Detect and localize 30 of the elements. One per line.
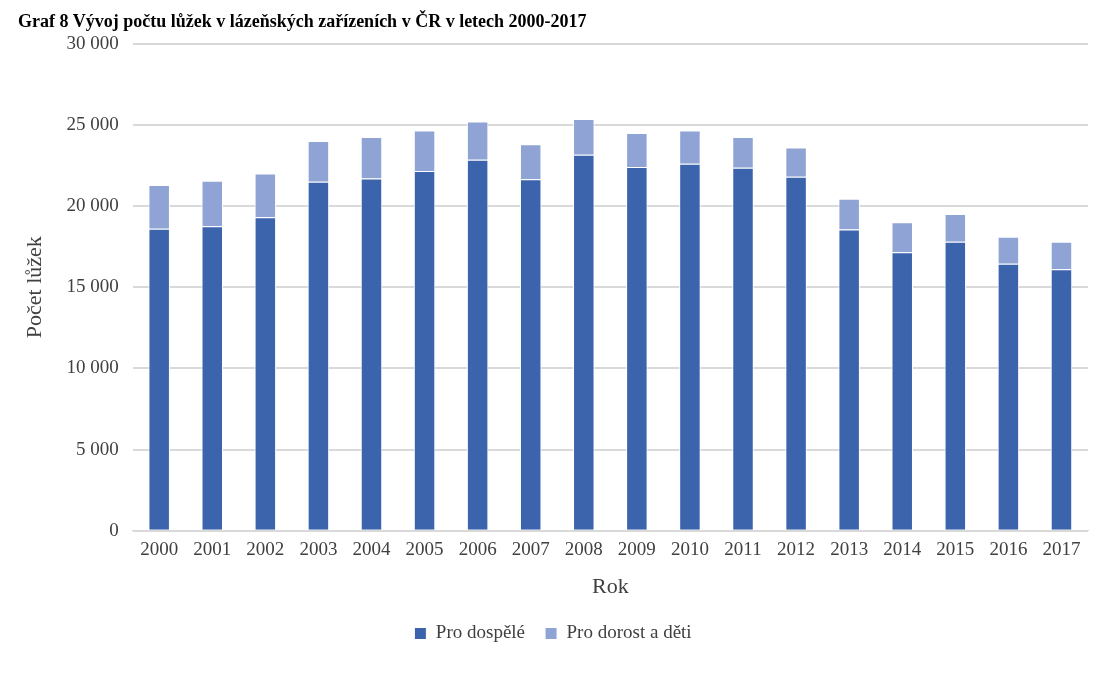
x-tick-label: 2005 bbox=[405, 538, 444, 560]
y-tick-label: 15 000 bbox=[66, 275, 119, 297]
x-tick-label: 2014 bbox=[883, 538, 922, 560]
x-tick-label: 2016 bbox=[989, 538, 1028, 560]
y-tick-label: 10 000 bbox=[66, 356, 119, 378]
x-tick-label: 2011 bbox=[724, 538, 762, 560]
x-tick-label: 2010 bbox=[670, 538, 709, 560]
x-tick-label: 2009 bbox=[617, 538, 656, 560]
x-tick-label: 2001 bbox=[193, 538, 232, 560]
x-tick-label: 2002 bbox=[246, 538, 285, 560]
y-axis-title: Počet lůžek bbox=[20, 236, 46, 339]
x-axis-title: Rok bbox=[591, 572, 629, 598]
y-tick-label: 25 000 bbox=[66, 112, 119, 134]
chart-title: Graf 8 Vývoj počtu lůžek v lázeňských zařízeních v ČR v letech 2000-2017 bbox=[18, 10, 587, 32]
y-tick-label: 30 000 bbox=[66, 31, 119, 53]
x-tick-label: 2006 bbox=[458, 538, 497, 560]
y-tick-label: 5 000 bbox=[75, 437, 119, 459]
x-tick-label: 2003 bbox=[299, 538, 338, 560]
x-tick-label: 2008 bbox=[564, 538, 603, 560]
x-tick-label: 2000 bbox=[140, 538, 179, 560]
x-tick-label: 2004 bbox=[352, 538, 391, 560]
legend-label: Pro dorost a děti bbox=[566, 621, 692, 643]
y-tick-label: 0 bbox=[109, 518, 119, 540]
x-tick-label: 2007 bbox=[511, 538, 550, 560]
y-tick-label: 20 000 bbox=[66, 193, 119, 215]
legend-label: Pro dospělé bbox=[435, 621, 526, 643]
x-tick-label: 2015 bbox=[936, 538, 975, 560]
x-tick-label: 2012 bbox=[777, 538, 816, 560]
x-tick-label: 2013 bbox=[830, 538, 869, 560]
x-tick-label: 2017 bbox=[1042, 538, 1081, 560]
